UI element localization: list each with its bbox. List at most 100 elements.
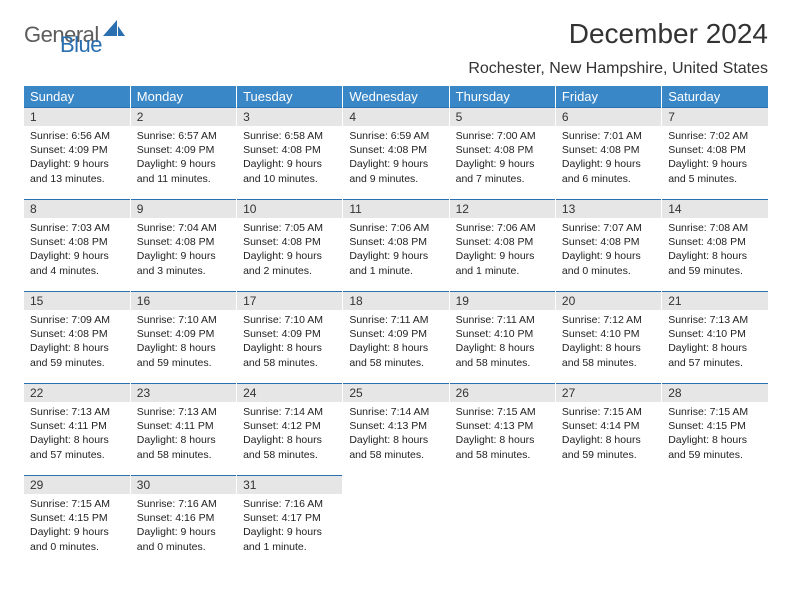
calendar-day-cell [555,475,661,561]
sunrise-text: Sunrise: 7:10 AM [137,313,230,327]
logo-sail-icon [103,18,125,43]
calendar-day-cell: 1Sunrise: 6:56 AMSunset: 4:09 PMDaylight… [24,107,130,193]
daylight-text-2: and 3 minutes. [137,264,230,278]
sunrise-text: Sunrise: 7:01 AM [562,129,655,143]
day-details: Sunrise: 7:13 AMSunset: 4:11 PMDaylight:… [131,402,236,468]
daylight-text-1: Daylight: 9 hours [349,157,442,171]
day-number: 16 [131,291,236,310]
daylight-text-1: Daylight: 8 hours [243,341,336,355]
daylight-text-1: Daylight: 8 hours [137,433,230,447]
daylight-text-1: Daylight: 8 hours [668,341,762,355]
location-subtitle: Rochester, New Hampshire, United States [24,60,768,78]
daylight-text-2: and 2 minutes. [243,264,336,278]
calendar-week-row: 1Sunrise: 6:56 AMSunset: 4:09 PMDaylight… [24,107,768,193]
day-number: 12 [450,199,555,218]
day-details: Sunrise: 7:15 AMSunset: 4:15 PMDaylight:… [24,494,130,560]
calendar-day-cell: 7Sunrise: 7:02 AMSunset: 4:08 PMDaylight… [662,107,768,193]
daylight-text-2: and 1 minute. [243,540,336,554]
sunset-text: Sunset: 4:08 PM [456,143,549,157]
daylight-text-2: and 57 minutes. [668,356,762,370]
daylight-text-1: Daylight: 9 hours [30,249,124,263]
sunset-text: Sunset: 4:15 PM [30,511,124,525]
weekday-header: Monday [130,86,236,107]
day-details: Sunrise: 7:04 AMSunset: 4:08 PMDaylight:… [131,218,236,284]
daylight-text-2: and 1 minute. [349,264,442,278]
day-details: Sunrise: 7:08 AMSunset: 4:08 PMDaylight:… [662,218,768,284]
daylight-text-1: Daylight: 9 hours [456,157,549,171]
sunrise-text: Sunrise: 7:06 AM [349,221,442,235]
sunrise-text: Sunrise: 7:00 AM [456,129,549,143]
weekday-header: Thursday [449,86,555,107]
day-number: 18 [343,291,448,310]
day-details: Sunrise: 7:11 AMSunset: 4:09 PMDaylight:… [343,310,448,376]
calendar-week-row: 8Sunrise: 7:03 AMSunset: 4:08 PMDaylight… [24,199,768,285]
calendar-day-cell: 24Sunrise: 7:14 AMSunset: 4:12 PMDayligh… [237,383,343,469]
daylight-text-1: Daylight: 8 hours [243,433,336,447]
day-details: Sunrise: 7:15 AMSunset: 4:14 PMDaylight:… [556,402,661,468]
calendar-day-cell: 12Sunrise: 7:06 AMSunset: 4:08 PMDayligh… [449,199,555,285]
daylight-text-2: and 11 minutes. [137,172,230,186]
day-number: 29 [24,475,130,494]
calendar-day-cell: 6Sunrise: 7:01 AMSunset: 4:08 PMDaylight… [555,107,661,193]
daylight-text-1: Daylight: 8 hours [562,341,655,355]
sunrise-text: Sunrise: 7:04 AM [137,221,230,235]
weekday-header: Saturday [662,86,768,107]
daylight-text-1: Daylight: 9 hours [137,249,230,263]
daylight-text-1: Daylight: 9 hours [456,249,549,263]
calendar-week-row: 15Sunrise: 7:09 AMSunset: 4:08 PMDayligh… [24,291,768,377]
calendar-day-cell: 10Sunrise: 7:05 AMSunset: 4:08 PMDayligh… [237,199,343,285]
daylight-text-1: Daylight: 9 hours [562,249,655,263]
day-number: 17 [237,291,342,310]
day-details: Sunrise: 7:03 AMSunset: 4:08 PMDaylight:… [24,218,130,284]
calendar-day-cell: 5Sunrise: 7:00 AMSunset: 4:08 PMDaylight… [449,107,555,193]
daylight-text-2: and 10 minutes. [243,172,336,186]
day-number: 28 [662,383,768,402]
daylight-text-1: Daylight: 8 hours [349,341,442,355]
sunset-text: Sunset: 4:16 PM [137,511,230,525]
daylight-text-2: and 0 minutes. [137,540,230,554]
daylight-text-1: Daylight: 8 hours [668,433,762,447]
calendar-day-cell: 19Sunrise: 7:11 AMSunset: 4:10 PMDayligh… [449,291,555,377]
day-details: Sunrise: 7:11 AMSunset: 4:10 PMDaylight:… [450,310,555,376]
calendar-day-cell: 13Sunrise: 7:07 AMSunset: 4:08 PMDayligh… [555,199,661,285]
day-details: Sunrise: 6:56 AMSunset: 4:09 PMDaylight:… [24,126,130,192]
day-details: Sunrise: 6:59 AMSunset: 4:08 PMDaylight:… [343,126,448,192]
weekday-header: Sunday [24,86,130,107]
calendar-day-cell: 15Sunrise: 7:09 AMSunset: 4:08 PMDayligh… [24,291,130,377]
sunrise-text: Sunrise: 7:15 AM [562,405,655,419]
calendar-day-cell: 21Sunrise: 7:13 AMSunset: 4:10 PMDayligh… [662,291,768,377]
day-number: 27 [556,383,661,402]
sunset-text: Sunset: 4:08 PM [349,235,442,249]
daylight-text-1: Daylight: 8 hours [562,433,655,447]
calendar-day-cell: 22Sunrise: 7:13 AMSunset: 4:11 PMDayligh… [24,383,130,469]
calendar-day-cell [662,475,768,561]
day-details: Sunrise: 7:16 AMSunset: 4:17 PMDaylight:… [237,494,342,560]
daylight-text-2: and 5 minutes. [668,172,762,186]
calendar-day-cell: 16Sunrise: 7:10 AMSunset: 4:09 PMDayligh… [130,291,236,377]
sunset-text: Sunset: 4:08 PM [668,143,762,157]
calendar-day-cell: 26Sunrise: 7:15 AMSunset: 4:13 PMDayligh… [449,383,555,469]
daylight-text-1: Daylight: 8 hours [668,249,762,263]
sunset-text: Sunset: 4:08 PM [30,235,124,249]
calendar-day-cell [449,475,555,561]
daylight-text-2: and 6 minutes. [562,172,655,186]
calendar-day-cell: 18Sunrise: 7:11 AMSunset: 4:09 PMDayligh… [343,291,449,377]
sunset-text: Sunset: 4:13 PM [349,419,442,433]
calendar-day-cell: 14Sunrise: 7:08 AMSunset: 4:08 PMDayligh… [662,199,768,285]
daylight-text-2: and 58 minutes. [456,356,549,370]
daylight-text-1: Daylight: 8 hours [456,341,549,355]
sunrise-text: Sunrise: 7:03 AM [30,221,124,235]
day-number: 15 [24,291,130,310]
sunrise-text: Sunrise: 7:02 AM [668,129,762,143]
day-number: 8 [24,199,130,218]
daylight-text-1: Daylight: 9 hours [137,157,230,171]
sunset-text: Sunset: 4:15 PM [668,419,762,433]
sunrise-text: Sunrise: 7:05 AM [243,221,336,235]
sunset-text: Sunset: 4:08 PM [562,143,655,157]
sunset-text: Sunset: 4:08 PM [456,235,549,249]
day-number: 21 [662,291,768,310]
calendar-day-cell: 8Sunrise: 7:03 AMSunset: 4:08 PMDaylight… [24,199,130,285]
daylight-text-1: Daylight: 9 hours [30,157,124,171]
daylight-text-1: Daylight: 8 hours [456,433,549,447]
daylight-text-2: and 57 minutes. [30,448,124,462]
